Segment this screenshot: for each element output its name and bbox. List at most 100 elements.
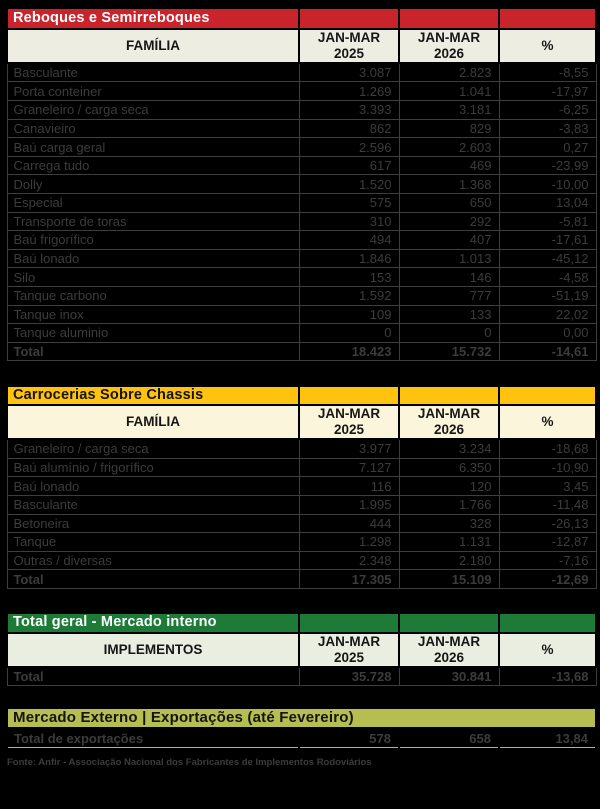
column-header-jan-mar-2026: JAN-MAR 2026 <box>398 631 500 668</box>
value-2026-cell: 1.766 <box>398 494 500 515</box>
pct-cell: -6,25 <box>498 100 597 120</box>
value-2025-cell: 1.298 <box>298 532 400 552</box>
value-2026-cell: 1.131 <box>398 532 500 552</box>
value-2026-cell: 407 <box>398 230 500 250</box>
column-header-jan-mar-2026: JAN-MAR 2026 <box>398 404 500 441</box>
column-header-row: IMPLEMENTOS JAN-MAR 2025 JAN-MAR 2026 % <box>6 631 597 668</box>
value-2026-cell: 658 <box>398 727 500 749</box>
family-cell: Tanque inox <box>6 304 300 325</box>
band-cell <box>298 611 400 634</box>
section-title: Total geral - Mercado interno <box>6 611 300 634</box>
family-cell: Graneleiro / carga seca <box>6 100 300 120</box>
pct-cell: -17,97 <box>498 81 597 102</box>
value-2026-cell: 829 <box>398 118 500 139</box>
pct-cell: -10,90 <box>498 457 597 478</box>
column-header-implementos: IMPLEMENTOS <box>6 631 300 668</box>
value-2026-cell: 0 <box>398 323 500 343</box>
column-header-jan-mar-2025: JAN-MAR 2025 <box>298 404 400 441</box>
value-2025-cell: 1.995 <box>298 494 400 515</box>
family-cell: Tanque aluminio <box>6 323 300 343</box>
column-header-jan-mar-2026: JAN-MAR 2026 <box>398 28 500 64</box>
value-2026-cell: 146 <box>398 267 500 287</box>
section-band: Total geral - Mercado interno <box>6 611 597 634</box>
family-cell: Outras / diversas <box>6 550 300 571</box>
value-2026-cell: 3.234 <box>398 438 500 459</box>
total-geral-table: Total geral - Mercado interno IMPLEMENTO… <box>6 611 597 687</box>
family-cell: Baú carga geral <box>6 137 300 157</box>
family-cell: Graneleiro / carga seca <box>6 438 300 459</box>
value-2025-cell: 1.846 <box>298 248 400 269</box>
pct-cell: 0,00 <box>498 323 597 343</box>
source-note: Fonte: Anfir - Associação Nacional dos F… <box>7 757 372 769</box>
pct-cell: -10,00 <box>498 174 597 194</box>
section-band: Reboques e Semirreboques <box>6 7 597 30</box>
family-cell: Baú lonado <box>6 248 300 269</box>
pct-cell: 13,84 <box>498 727 597 749</box>
table-row: Tanque 1.298 1.131 -12,87 <box>6 532 597 552</box>
carrocerias-table: Carrocerias Sobre Chassis FAMÍLIA JAN-MA… <box>6 385 597 589</box>
value-2026-cell: 650 <box>398 193 500 213</box>
family-cell: Tanque carbono <box>6 285 300 306</box>
column-header-familia: FAMÍLIA <box>6 404 300 441</box>
family-cell: Silo <box>6 267 300 287</box>
family-cell: Canavieiro <box>6 118 300 139</box>
table-row: Basculante 3.087 2.823 -8,55 <box>6 62 597 83</box>
report-page: Reboques e Semirreboques FAMÍLIA JAN-MAR… <box>6 7 597 769</box>
pct-cell: -3,83 <box>498 118 597 139</box>
table-row: Graneleiro / carga seca 3.977 3.234 -18,68 <box>6 438 597 459</box>
table-row: Outras / diversas 2.348 2.180 -7,16 <box>6 550 597 571</box>
column-header-jan-mar-2025: JAN-MAR 2025 <box>298 631 400 668</box>
table-row: Carrega tudo 617 469 -23,99 <box>6 155 597 176</box>
value-2026-cell: 2.180 <box>398 550 500 571</box>
value-2026-cell: 1.368 <box>398 174 500 194</box>
family-cell: Total <box>6 341 300 362</box>
pct-cell: -51,19 <box>498 285 597 306</box>
value-2026-cell: 30.841 <box>398 666 500 687</box>
value-2026-cell: 1.013 <box>398 248 500 269</box>
family-cell: Total de exportações <box>6 727 300 749</box>
mercado-externo-table: Mercado Externo | Exportações (até Fever… <box>6 707 597 749</box>
table-row: Porta conteiner 1.269 1.041 -17,97 <box>6 81 597 102</box>
column-header-pct: % <box>498 28 597 64</box>
total-row: Total 35.728 30.841 -13,68 <box>6 666 597 687</box>
pct-cell: -4,58 <box>498 267 597 287</box>
value-2025-cell: 116 <box>298 476 400 496</box>
pct-cell: -12,69 <box>498 569 597 589</box>
value-2025-cell: 444 <box>298 513 400 534</box>
value-2025-cell: 617 <box>298 155 400 176</box>
value-2025-cell: 310 <box>298 211 400 232</box>
value-2025-cell: 3.087 <box>298 62 400 83</box>
value-2026-cell: 15.732 <box>398 341 500 362</box>
family-cell: Basculante <box>6 494 300 515</box>
family-cell: Porta conteiner <box>6 81 300 102</box>
band-cell <box>498 611 597 634</box>
value-2026-cell: 3.181 <box>398 100 500 120</box>
table-row: Canavieiro 862 829 -3,83 <box>6 118 597 139</box>
value-2026-cell: 2.823 <box>398 62 500 83</box>
value-2026-cell: 2.603 <box>398 137 500 157</box>
table-row: Betoneira 444 328 -26,13 <box>6 513 597 534</box>
band-cell <box>398 7 500 30</box>
total-row: Total 17.305 15.109 -12,69 <box>6 569 597 589</box>
value-2026-cell: 328 <box>398 513 500 534</box>
pct-cell: -26,13 <box>498 513 597 534</box>
table-row: Dolly 1.520 1.368 -10,00 <box>6 174 597 194</box>
table-row: Baú frigorífico 494 407 -17,61 <box>6 230 597 250</box>
value-2025-cell: 1.269 <box>298 81 400 102</box>
value-2026-cell: 292 <box>398 211 500 232</box>
value-2025-cell: 7.127 <box>298 457 400 478</box>
value-2026-cell: 120 <box>398 476 500 496</box>
family-cell: Basculante <box>6 62 300 83</box>
value-2025-cell: 1.520 <box>298 174 400 194</box>
table-row: Baú alumínio / frigorífico 7.127 6.350 -10,… <box>6 457 597 478</box>
value-2025-cell: 862 <box>298 118 400 139</box>
pct-cell: -5,81 <box>498 211 597 232</box>
band-cell <box>298 7 400 30</box>
table-row: Especial 575 650 13,04 <box>6 193 597 213</box>
family-cell: Betoneira <box>6 513 300 534</box>
column-header-pct: % <box>498 404 597 441</box>
value-2025-cell: 578 <box>298 727 400 749</box>
column-header-row: FAMÍLIA JAN-MAR 2025 JAN-MAR 2026 % <box>6 404 597 441</box>
band-cell <box>398 611 500 634</box>
pct-cell: -8,55 <box>498 62 597 83</box>
